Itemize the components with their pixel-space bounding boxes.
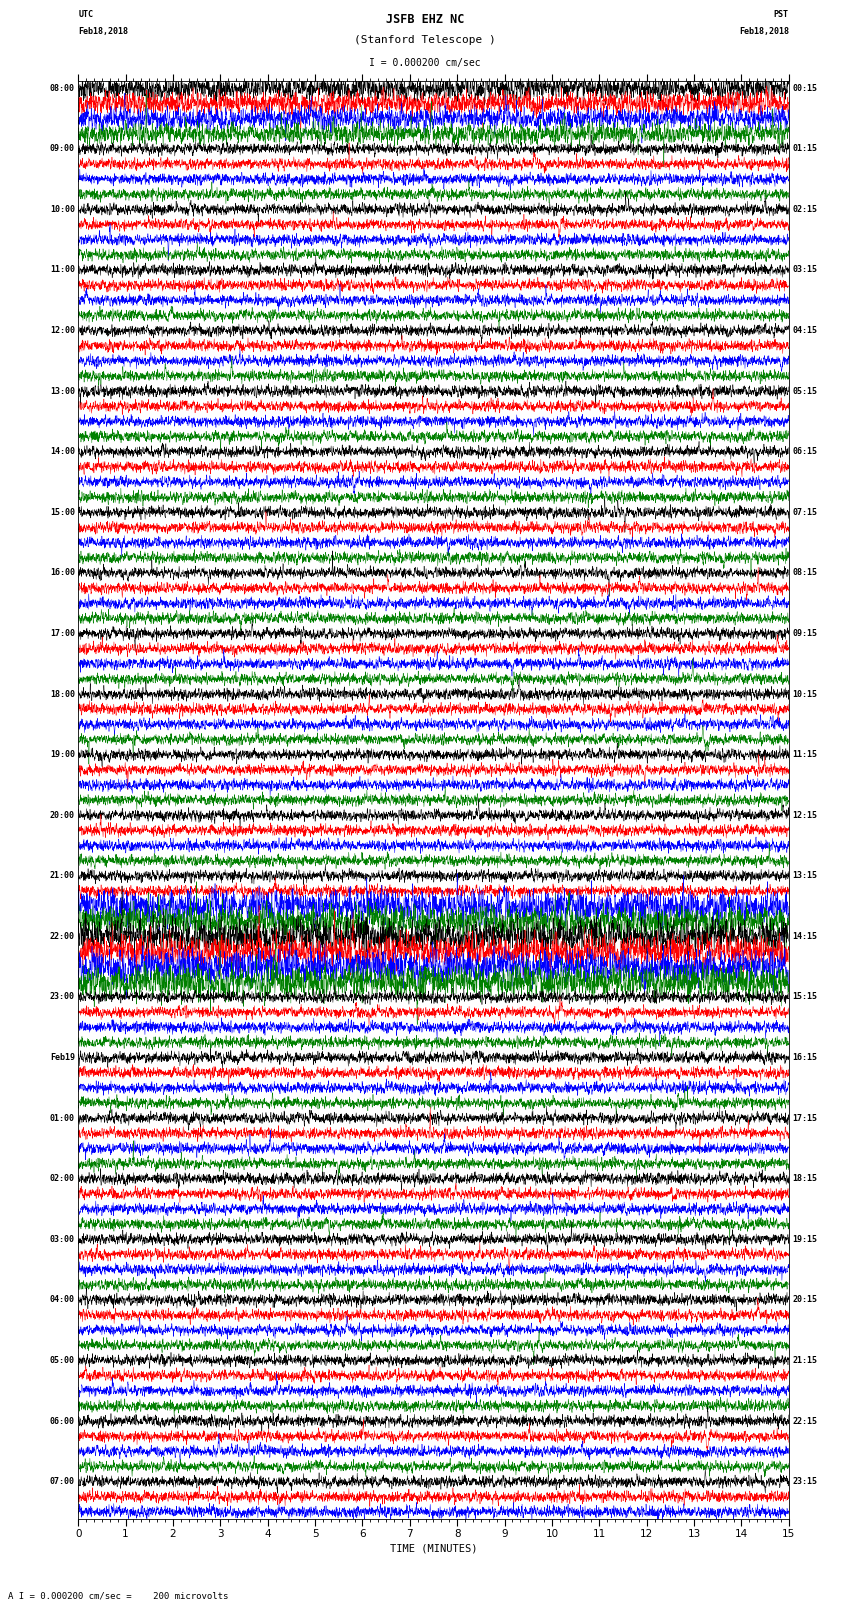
Text: 03:15: 03:15 xyxy=(792,266,817,274)
Text: 21:00: 21:00 xyxy=(50,871,75,881)
Text: 14:15: 14:15 xyxy=(792,932,817,940)
Text: 04:15: 04:15 xyxy=(792,326,817,336)
Text: 19:00: 19:00 xyxy=(50,750,75,760)
Text: 06:00: 06:00 xyxy=(50,1416,75,1426)
Text: 13:15: 13:15 xyxy=(792,871,817,881)
Text: 03:00: 03:00 xyxy=(50,1236,75,1244)
Text: 01:15: 01:15 xyxy=(792,144,817,153)
Text: 00:15: 00:15 xyxy=(792,84,817,92)
Text: 23:00: 23:00 xyxy=(50,992,75,1002)
Text: 09:15: 09:15 xyxy=(792,629,817,639)
Text: 15:15: 15:15 xyxy=(792,992,817,1002)
Text: Feb18,2018: Feb18,2018 xyxy=(78,27,128,37)
Text: 16:00: 16:00 xyxy=(50,568,75,577)
Text: 17:15: 17:15 xyxy=(792,1113,817,1123)
Text: 17:00: 17:00 xyxy=(50,629,75,639)
Text: (Stanford Telescope ): (Stanford Telescope ) xyxy=(354,35,496,45)
Text: 05:00: 05:00 xyxy=(50,1357,75,1365)
Text: 07:15: 07:15 xyxy=(792,508,817,516)
Text: 22:00: 22:00 xyxy=(50,932,75,940)
Text: 18:15: 18:15 xyxy=(792,1174,817,1184)
Text: 06:15: 06:15 xyxy=(792,447,817,456)
Text: 20:00: 20:00 xyxy=(50,811,75,819)
Text: 05:15: 05:15 xyxy=(792,387,817,395)
Text: 10:15: 10:15 xyxy=(792,689,817,698)
Text: 12:00: 12:00 xyxy=(50,326,75,336)
Text: 02:00: 02:00 xyxy=(50,1174,75,1184)
Text: Feb19: Feb19 xyxy=(50,1053,75,1061)
Text: 10:00: 10:00 xyxy=(50,205,75,215)
Text: 08:15: 08:15 xyxy=(792,568,817,577)
Text: 19:15: 19:15 xyxy=(792,1236,817,1244)
Text: 02:15: 02:15 xyxy=(792,205,817,215)
Text: 14:00: 14:00 xyxy=(50,447,75,456)
Text: 08:00: 08:00 xyxy=(50,84,75,92)
Text: 04:00: 04:00 xyxy=(50,1295,75,1305)
Text: 22:15: 22:15 xyxy=(792,1416,817,1426)
Text: I = 0.000200 cm/sec: I = 0.000200 cm/sec xyxy=(369,58,481,68)
Text: 21:15: 21:15 xyxy=(792,1357,817,1365)
Text: 20:15: 20:15 xyxy=(792,1295,817,1305)
Text: PST: PST xyxy=(774,10,789,19)
Text: 11:00: 11:00 xyxy=(50,266,75,274)
Text: 09:00: 09:00 xyxy=(50,144,75,153)
Text: 01:00: 01:00 xyxy=(50,1113,75,1123)
Text: A I = 0.000200 cm/sec =    200 microvolts: A I = 0.000200 cm/sec = 200 microvolts xyxy=(8,1590,229,1600)
Text: Feb18,2018: Feb18,2018 xyxy=(739,27,789,37)
Text: 15:00: 15:00 xyxy=(50,508,75,516)
Text: 23:15: 23:15 xyxy=(792,1478,817,1486)
Text: JSFB EHZ NC: JSFB EHZ NC xyxy=(386,13,464,26)
Text: UTC: UTC xyxy=(78,10,94,19)
Text: 11:15: 11:15 xyxy=(792,750,817,760)
Text: 16:15: 16:15 xyxy=(792,1053,817,1061)
Text: 07:00: 07:00 xyxy=(50,1478,75,1486)
Text: 18:00: 18:00 xyxy=(50,689,75,698)
X-axis label: TIME (MINUTES): TIME (MINUTES) xyxy=(390,1544,477,1553)
Text: 12:15: 12:15 xyxy=(792,811,817,819)
Text: 13:00: 13:00 xyxy=(50,387,75,395)
